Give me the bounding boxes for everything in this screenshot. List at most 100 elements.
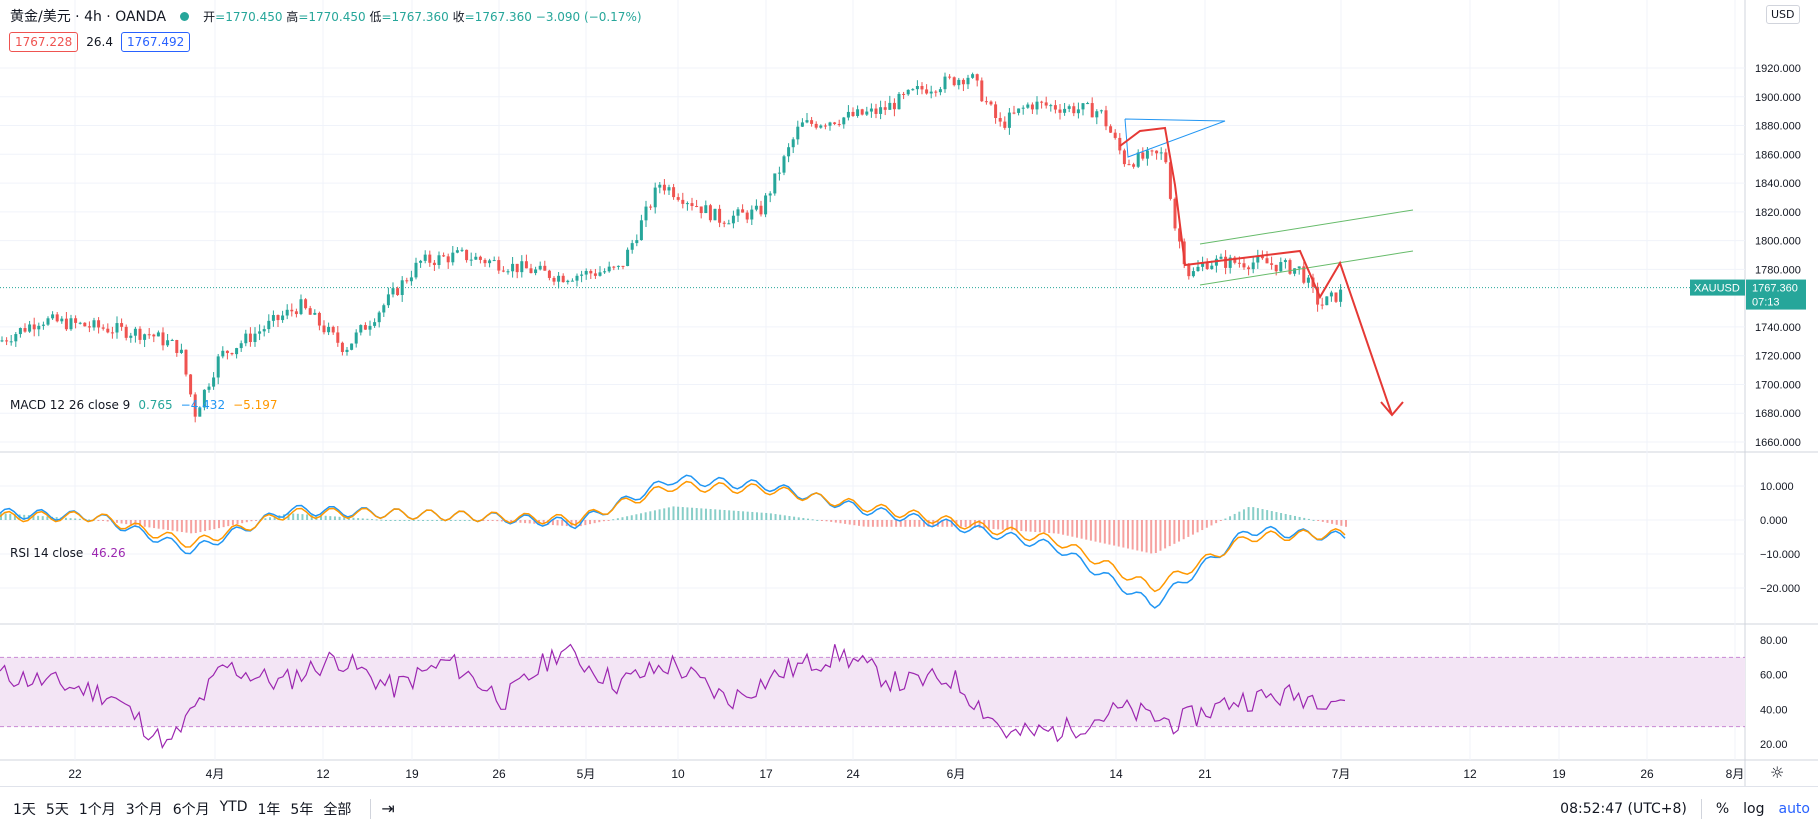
tf-ytd[interactable]: YTD [219, 798, 248, 815]
macd-hist-bar [885, 520, 888, 527]
macd-hist-bar [653, 510, 656, 520]
macd-hist-bar [1233, 513, 1236, 520]
price-tick-label: 1700.000 [1755, 379, 1801, 391]
candle-body [1168, 162, 1172, 199]
macd-hist-bar [793, 516, 796, 520]
candle-body [1260, 255, 1264, 259]
candle-body [635, 240, 639, 244]
macd-label[interactable]: MACD 12 26 close 9 [10, 398, 131, 412]
currency-button[interactable]: USD [1766, 5, 1800, 24]
candle-body [814, 123, 818, 128]
candle-body [55, 314, 59, 322]
macd-hist-bar [1140, 520, 1143, 552]
candle-body [1306, 277, 1310, 283]
tf-1y[interactable]: 1年 [257, 801, 281, 818]
tf-5y[interactable]: 5年 [290, 801, 314, 818]
macd-hist-bar [227, 520, 230, 527]
tf-6m[interactable]: 6个月 [172, 801, 210, 818]
time-tick-label: 12 [316, 767, 330, 781]
candle-body [317, 312, 321, 326]
candle-body [888, 102, 892, 110]
ask-price[interactable]: 1767.492 [120, 32, 191, 52]
macd-hist-bar [338, 516, 341, 520]
tf-1m[interactable]: 1个月 [78, 801, 116, 818]
macd-hist-bar [37, 515, 40, 520]
macd-hist-bar [1131, 520, 1134, 550]
macd-hist-bar [269, 517, 271, 520]
macd-hist-bar [1247, 507, 1250, 520]
candle-body [966, 77, 970, 85]
macd-hist-bar [1159, 520, 1162, 551]
macd-hist-bar [783, 515, 786, 520]
macd-hist-bar [524, 520, 527, 524]
candle-body [382, 305, 386, 313]
macd-hist-bar [241, 520, 244, 524]
candle-body [368, 325, 372, 330]
candle-body [1053, 105, 1057, 110]
change-value: −3.090 (−0.17%) [535, 9, 642, 24]
percent-toggle[interactable]: % [1715, 800, 1730, 817]
candle-body [5, 340, 9, 342]
macd-hist-value: 0.765 [138, 398, 173, 412]
chart-canvas[interactable]: 22 4月 12 19 26 5月 10 17 24 6月 14 21 7月 12 19 26 8月 1920.0… [0, 0, 1818, 786]
tf-1d[interactable]: 1天 [13, 801, 36, 818]
macd-hist-bar [78, 518, 81, 520]
macd-hist-bar [13, 514, 16, 520]
tf-all[interactable]: 全部 [323, 801, 352, 818]
macd-hist-bar [1191, 520, 1194, 535]
candle-body [975, 74, 979, 81]
clock-time[interactable]: 08:52:47 (UTC+8) [1560, 800, 1687, 817]
candle-body [391, 288, 395, 295]
macd-hist-bar [97, 520, 100, 521]
macd-hist-bar [1001, 520, 1004, 530]
macd-hist-bar [663, 508, 666, 520]
tf-5d[interactable]: 5天 [45, 801, 69, 818]
candle-body [1270, 263, 1274, 265]
settings-icon[interactable]: ☼ [1770, 763, 1785, 782]
candle-body [892, 102, 896, 110]
macd-hist-bar [245, 520, 248, 523]
macd-hist-bar [129, 520, 132, 525]
candle-body [28, 324, 32, 332]
macd-hist-bar [1057, 520, 1060, 534]
bid-price[interactable]: 1767.228 [9, 32, 79, 52]
candle-body [299, 299, 303, 315]
macd-hist-bar [742, 511, 745, 520]
macd-hist-bar [607, 520, 610, 521]
macd-hist-bar [825, 520, 828, 522]
candle-body [911, 89, 915, 91]
macd-hist-bar [1136, 520, 1139, 551]
candle-body [842, 117, 846, 125]
tf-3m[interactable]: 3个月 [125, 801, 163, 818]
candle-body [708, 205, 712, 221]
candle-body [32, 324, 36, 330]
macd-hist-bar [1048, 520, 1051, 533]
candle-body [285, 309, 289, 316]
candle-body [856, 109, 860, 116]
log-toggle[interactable]: log [1743, 800, 1765, 817]
candle-body [948, 76, 952, 78]
candle-body [589, 270, 593, 274]
macd-hist-bar [371, 519, 374, 521]
candle-body [166, 340, 170, 346]
macd-hist-bar [69, 518, 72, 520]
macd-hist-bar [681, 507, 684, 520]
candle-body [768, 193, 772, 196]
candle-body [980, 80, 984, 102]
symbol-title[interactable]: 黄金/美元 · 4h · OANDA [10, 9, 167, 25]
macd-hist-bar [1099, 520, 1102, 543]
rsi-label[interactable]: RSI 14 close [10, 546, 84, 560]
candle-body [580, 274, 584, 276]
macd-hist-bar [704, 508, 707, 520]
close-value: =1767.360 [464, 9, 532, 24]
candle-body [244, 333, 248, 344]
rsi-tick-label: 20.00 [1760, 739, 1788, 751]
candle-body [363, 325, 367, 330]
calendar-goto-icon[interactable]: ⇥ [381, 799, 395, 818]
time-tick-label: 6月 [947, 767, 966, 781]
candle-body [520, 261, 524, 273]
macd-hist-bar [1340, 520, 1343, 526]
auto-toggle[interactable]: auto [1778, 800, 1810, 817]
macd-hist-bar [695, 508, 698, 520]
macd-hist-bar [807, 518, 809, 520]
